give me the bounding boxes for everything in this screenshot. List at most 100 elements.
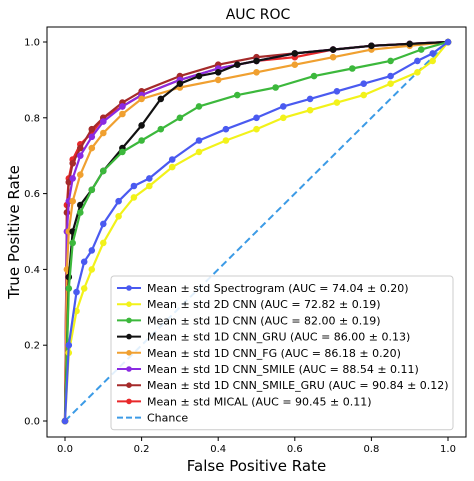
series-point (414, 69, 421, 76)
series-point (234, 61, 241, 68)
legend-entry: Mean ± std 1D CNN (AUC = 82.00 ± 0.19) (117, 314, 381, 327)
series-point (80, 285, 88, 292)
series-point (138, 122, 145, 129)
legend-label: Mean ± std 2D CNN (AUC = 72.82 ± 0.19) (147, 298, 381, 311)
series-point (253, 69, 260, 76)
series-point (168, 156, 176, 163)
series-point (88, 186, 96, 194)
series-point (100, 118, 107, 125)
series-point (195, 148, 203, 156)
series-point (138, 137, 145, 144)
series-point (69, 160, 76, 167)
series-point (195, 103, 203, 110)
x-axis-ticks: 0.0 0.2 0.4 0.6 0.8 1.0 (57, 437, 456, 455)
y-tick-label: 0.4 (24, 265, 40, 276)
legend-label: Mean ± std Spectrogram (AUC = 74.04 ± 0.… (147, 282, 409, 295)
series-point (69, 175, 76, 182)
series-point (176, 80, 184, 87)
series-point (146, 182, 153, 190)
series-point (234, 91, 241, 99)
series-point (429, 57, 437, 65)
series-point (291, 50, 299, 57)
legend-label: Mean ± std 1D CNN_GRU (AUC = 86.00 ± 0.1… (147, 331, 410, 344)
legend-box (110, 275, 454, 431)
series-point (417, 46, 425, 53)
series-point (195, 72, 203, 80)
series-point (88, 266, 96, 273)
series-point (429, 50, 437, 57)
series-point (88, 125, 96, 133)
series-point (115, 197, 122, 205)
series-point (333, 88, 341, 95)
series-point (130, 182, 138, 190)
chart-title: AUC ROC (226, 7, 291, 23)
series-point (329, 46, 337, 53)
series-point (65, 341, 73, 349)
y-tick-label: 1.0 (24, 38, 40, 49)
series-point (80, 258, 88, 266)
series-point (368, 42, 375, 50)
series-point (73, 288, 80, 296)
x-tick-label: 1.0 (440, 444, 456, 455)
legend-label: Mean ± std MICAL (AUC = 90.45 ± 0.11) (147, 395, 372, 408)
series-point (272, 84, 279, 91)
series-point (360, 80, 368, 87)
series-point (333, 99, 341, 106)
series-point (349, 65, 356, 72)
x-tick-label: 0.0 (57, 444, 73, 455)
legend-entry: Mean ± std 1D CNN_SMILE_GRU (AUC = 90.84… (117, 379, 449, 392)
series-point (195, 137, 203, 144)
series-point (306, 95, 314, 103)
series-point (280, 103, 287, 110)
series-point (61, 417, 69, 425)
legend-marker (126, 366, 132, 372)
series-point (406, 40, 414, 48)
series-point (414, 57, 421, 65)
legend-entry: Mean ± std 1D CNN_SMILE (AUC = 88.54 ± 0… (117, 363, 419, 376)
series-line (63, 40, 449, 422)
legend-entry: Chance (117, 412, 188, 425)
series-point (387, 72, 394, 80)
legend-label: Chance (147, 412, 188, 425)
y-axis-ticks: 0.0 0.2 0.4 0.6 0.8 1.0 (24, 38, 47, 428)
series-point (214, 76, 222, 84)
legend-entry: Mean ± std 2D CNN (AUC = 72.82 ± 0.19) (117, 298, 381, 311)
series-point (69, 239, 76, 247)
series-point (387, 80, 394, 87)
y-tick-label: 0.0 (24, 417, 40, 428)
series-point (310, 72, 318, 80)
series-point (77, 209, 84, 216)
legend-marker (126, 398, 132, 405)
series-point (130, 194, 138, 201)
series-point (100, 220, 107, 228)
legend-label: Mean ± std 1D CNN (AUC = 82.00 ± 0.19) (147, 314, 381, 327)
legend-marker (126, 285, 132, 291)
legend-entry: Mean ± std 1D CNN_FG (AUC = 86.18 ± 0.20… (117, 347, 401, 360)
legend-marker (126, 317, 132, 324)
legend-entry: Mean ± std 1D CNN_GRU (AUC = 86.00 ± 0.1… (117, 331, 410, 344)
x-tick-label: 0.8 (363, 444, 379, 455)
legend-marker (126, 301, 132, 308)
legend-label: Mean ± std 1D CNN_SMILE (AUC = 88.54 ± 0… (147, 363, 419, 376)
legend-label: Mean ± std 1D CNN_SMILE_GRU (AUC = 90.84… (147, 379, 449, 392)
series-point (306, 106, 314, 114)
legend-marker (126, 350, 132, 356)
series-point (100, 129, 107, 137)
y-tick-label: 0.8 (24, 113, 40, 124)
series-point (115, 213, 122, 220)
series-point (176, 114, 184, 122)
x-tick-label: 0.6 (287, 444, 303, 455)
series-point (88, 144, 96, 152)
series-point (88, 133, 96, 141)
series-point (77, 152, 84, 159)
series-0 (61, 38, 452, 425)
series-point (100, 239, 107, 247)
series-layer (61, 38, 452, 425)
series-point (222, 125, 230, 133)
legend-entry: Mean ± std Spectrogram (AUC = 74.04 ± 0.… (117, 282, 409, 295)
legend: Mean ± std Spectrogram (AUC = 74.04 ± 0.… (110, 275, 454, 431)
series-point (291, 61, 299, 68)
series-point (168, 163, 176, 171)
x-tick-label: 0.4 (210, 444, 226, 455)
y-tick-label: 0.2 (24, 341, 40, 352)
